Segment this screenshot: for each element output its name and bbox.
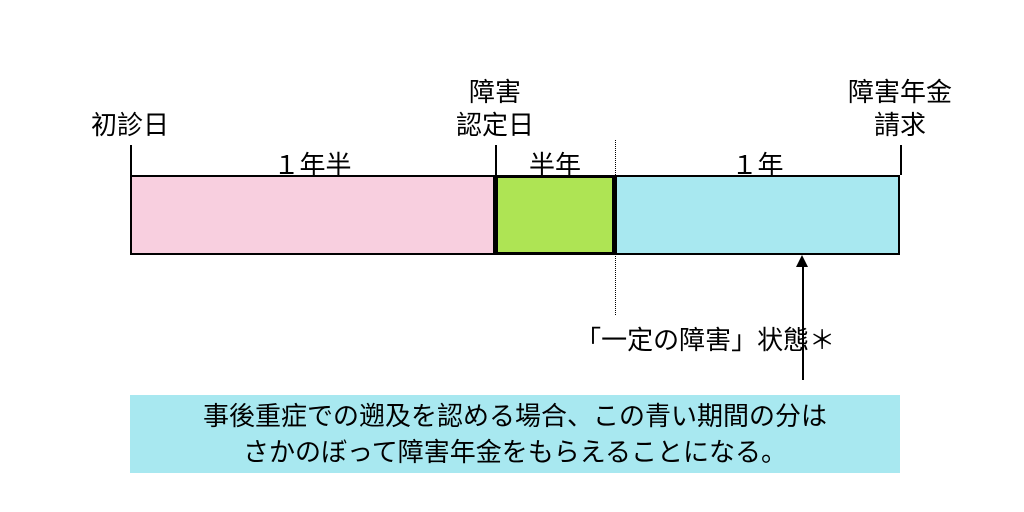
- segment-blue: [615, 175, 900, 255]
- label-claim-line1: 障害年金: [800, 72, 1000, 109]
- period-label-blue: １年: [658, 145, 858, 182]
- period-label-green: 半年: [455, 145, 655, 182]
- label-certification-line1: 障害: [395, 72, 595, 109]
- segment-green: [495, 175, 615, 255]
- note-line2: さかのぼって障害年金をもらえることになる。: [130, 434, 900, 470]
- dashed-divider: [615, 140, 616, 315]
- note-line1: 事後重症での遡及を認める場合、この青い期間の分は: [130, 398, 900, 434]
- explanation-note: 事後重症での遡及を認める場合、この青い期間の分は さかのぼって障害年金をもらえる…: [130, 395, 900, 473]
- segment-pink: [130, 175, 495, 255]
- label-claim-line2: 請求: [800, 105, 1000, 142]
- arrow-line: [802, 265, 804, 380]
- timeline-bar: [130, 175, 900, 255]
- tick-claim: [900, 145, 902, 175]
- annotation-text: 「一定の障害」状態＊: [505, 320, 905, 357]
- label-certification-line2: 認定日: [395, 105, 595, 142]
- timeline-diagram: { "layout": { "bar_left": 130, "bar_widt…: [0, 0, 1024, 512]
- label-first-visit: 初診日: [30, 105, 230, 142]
- period-label-pink: １年半: [212, 145, 412, 182]
- tick-first-visit: [130, 145, 132, 175]
